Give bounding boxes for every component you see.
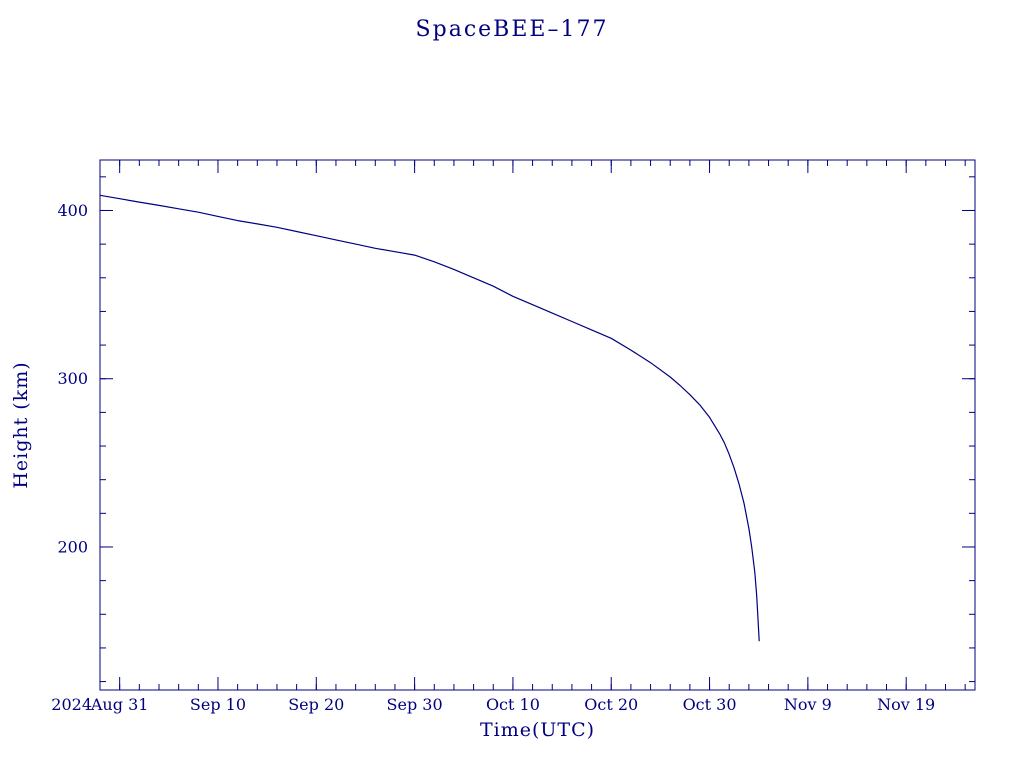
x-tick-label: Oct 20: [584, 695, 638, 714]
y-tick-label: 400: [57, 201, 88, 220]
x-tick-label: Aug 31: [90, 695, 149, 714]
x-tick-label: Sep 20: [288, 695, 344, 714]
x-tick-label: Nov 9: [784, 695, 832, 714]
decay-curve: [99, 194, 760, 642]
x-tick-label: Nov 19: [877, 695, 935, 714]
x-axis-year-label: 2024: [51, 695, 92, 714]
x-tick-label: Sep 30: [387, 695, 443, 714]
chart-title: SpaceBEE–177: [415, 17, 609, 42]
y-tick-label: 300: [57, 369, 88, 388]
x-axis-label: Time(UTC): [479, 719, 596, 741]
x-tick-label: Oct 10: [486, 695, 540, 714]
x-tick-label: Oct 30: [683, 695, 737, 714]
y-tick-label: 200: [57, 537, 88, 556]
x-tick-label: Sep 10: [190, 695, 246, 714]
plot-frame: [99, 159, 976, 691]
